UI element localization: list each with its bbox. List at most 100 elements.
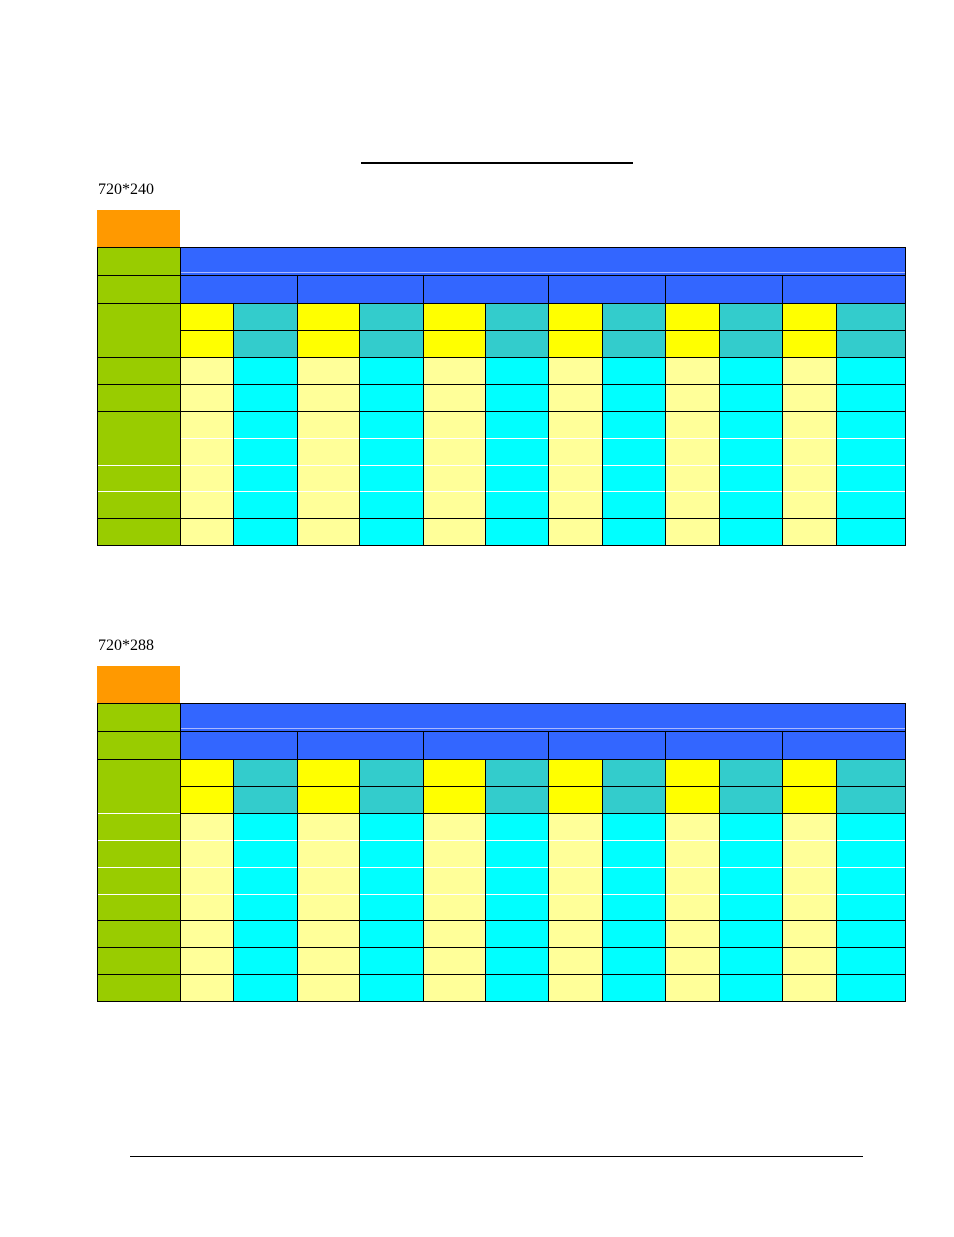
grid-rule-v bbox=[297, 731, 298, 1002]
body-column-cell bbox=[297, 357, 359, 546]
header-subcell bbox=[836, 303, 905, 330]
body-column-cell bbox=[485, 813, 548, 1002]
header-subcell bbox=[180, 303, 233, 330]
grid-rule-h bbox=[97, 411, 906, 412]
grid-rule-h bbox=[97, 920, 906, 921]
header-subcell bbox=[359, 759, 423, 786]
header-subcell bbox=[233, 303, 297, 330]
group-header-row bbox=[180, 275, 905, 303]
header-subcell bbox=[719, 330, 782, 357]
body-column-cell bbox=[665, 357, 719, 546]
body-column-cell bbox=[836, 813, 905, 1002]
header-subcell bbox=[548, 759, 602, 786]
grid-rule-faint bbox=[180, 491, 905, 492]
band-divider bbox=[180, 272, 905, 273]
body-column-cell bbox=[782, 357, 836, 546]
header-subcell bbox=[836, 330, 905, 357]
grid-rule-h bbox=[97, 947, 906, 948]
grid-rule-v bbox=[602, 303, 603, 546]
footer-rule bbox=[130, 1156, 863, 1157]
grid-rule-v bbox=[665, 275, 666, 546]
grid-rule-v bbox=[423, 275, 424, 546]
header-band-cell bbox=[180, 247, 905, 275]
header-subcell bbox=[665, 330, 719, 357]
grid-rule-faint bbox=[97, 894, 180, 895]
data-table-2 bbox=[97, 666, 906, 1002]
header-subcell bbox=[485, 786, 548, 813]
grid-rule-h bbox=[97, 518, 906, 519]
header-subcell bbox=[602, 786, 665, 813]
header-subcell bbox=[602, 303, 665, 330]
left-label-column bbox=[97, 247, 180, 546]
header-subcell bbox=[719, 759, 782, 786]
body-column-cell bbox=[233, 813, 297, 1002]
grid-rule-v bbox=[97, 247, 98, 546]
body-column-cell bbox=[782, 813, 836, 1002]
header-subcell bbox=[719, 786, 782, 813]
body-column-cell bbox=[180, 813, 233, 1002]
header-subcell bbox=[836, 759, 905, 786]
grid-rule-v bbox=[233, 759, 234, 1002]
grid-rule-light bbox=[180, 330, 905, 331]
grid-rule-v bbox=[602, 759, 603, 1002]
grid-rule-h bbox=[97, 303, 906, 304]
title-underline bbox=[361, 162, 633, 164]
body-column-cell bbox=[602, 813, 665, 1002]
body-column-cell bbox=[180, 357, 233, 546]
header-subcell bbox=[359, 786, 423, 813]
grid-rule-faint bbox=[180, 840, 905, 841]
group-header-row bbox=[180, 731, 905, 759]
grid-rule-h bbox=[97, 703, 906, 704]
header-subcell bbox=[297, 759, 359, 786]
grid-rule-v bbox=[359, 303, 360, 546]
header-subcell bbox=[602, 759, 665, 786]
grid-rule-faint bbox=[180, 438, 905, 439]
grid-rule-v bbox=[665, 731, 666, 1002]
header-subcell bbox=[423, 303, 485, 330]
grid-rule-v bbox=[423, 731, 424, 1002]
header-subcell bbox=[297, 303, 359, 330]
grid-rule-h bbox=[97, 247, 906, 248]
header-subcell bbox=[423, 330, 485, 357]
header-subcell bbox=[665, 786, 719, 813]
body-column-cell bbox=[423, 357, 485, 546]
grid-rule-v bbox=[180, 703, 181, 1002]
header-subcell bbox=[233, 786, 297, 813]
grid-rule-faint bbox=[180, 465, 905, 466]
header-subcell bbox=[423, 759, 485, 786]
grid-rule-faint bbox=[180, 867, 905, 868]
grid-rule-v bbox=[905, 247, 906, 546]
header-subcell bbox=[782, 303, 836, 330]
body-column-cell bbox=[548, 357, 602, 546]
grid-rule-v bbox=[180, 247, 181, 546]
body-column-cell bbox=[359, 357, 423, 546]
header-subcell bbox=[485, 759, 548, 786]
header-subcell bbox=[297, 330, 359, 357]
grid-rule-v bbox=[719, 303, 720, 546]
corner-header-cell bbox=[97, 666, 180, 703]
grid-rule-faint bbox=[97, 867, 180, 868]
header-subcell bbox=[180, 786, 233, 813]
header-subcell bbox=[836, 786, 905, 813]
header-subcell bbox=[180, 759, 233, 786]
body-column-cell bbox=[665, 813, 719, 1002]
grid-rule-v bbox=[485, 303, 486, 546]
header-subcell bbox=[782, 759, 836, 786]
grid-rule-h bbox=[97, 545, 906, 546]
header-subcell bbox=[233, 330, 297, 357]
body-column-cell bbox=[719, 357, 782, 546]
grid-rule-v bbox=[719, 759, 720, 1002]
body-column-cell bbox=[719, 813, 782, 1002]
grid-rule-v bbox=[297, 275, 298, 546]
header-subcell bbox=[665, 759, 719, 786]
header-subcell bbox=[782, 330, 836, 357]
body-column-cell bbox=[836, 357, 905, 546]
grid-rule-faint bbox=[180, 894, 905, 895]
corner-header-cell bbox=[97, 210, 180, 247]
left-label-column bbox=[97, 703, 180, 1002]
grid-rule-v bbox=[548, 275, 549, 546]
grid-rule-faint bbox=[97, 813, 180, 814]
grid-rule-h bbox=[97, 813, 906, 814]
grid-rule-v bbox=[905, 703, 906, 1002]
grid-rule-h bbox=[97, 731, 906, 732]
